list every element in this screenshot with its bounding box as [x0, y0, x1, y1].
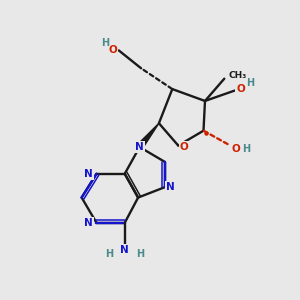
Text: N: N: [135, 142, 144, 152]
Text: H: H: [101, 38, 110, 48]
Text: N: N: [120, 244, 129, 255]
Text: O: O: [109, 45, 117, 56]
Text: O: O: [180, 142, 188, 152]
Text: H: H: [242, 143, 250, 154]
Polygon shape: [137, 123, 159, 149]
Text: N: N: [84, 218, 93, 228]
Text: H: H: [246, 78, 254, 88]
Text: H: H: [105, 249, 113, 259]
Text: CH₃: CH₃: [229, 70, 247, 80]
Text: H: H: [136, 249, 144, 259]
Text: N: N: [166, 182, 175, 192]
Text: N: N: [84, 169, 93, 179]
Text: O: O: [232, 143, 241, 154]
Text: O: O: [236, 84, 245, 94]
